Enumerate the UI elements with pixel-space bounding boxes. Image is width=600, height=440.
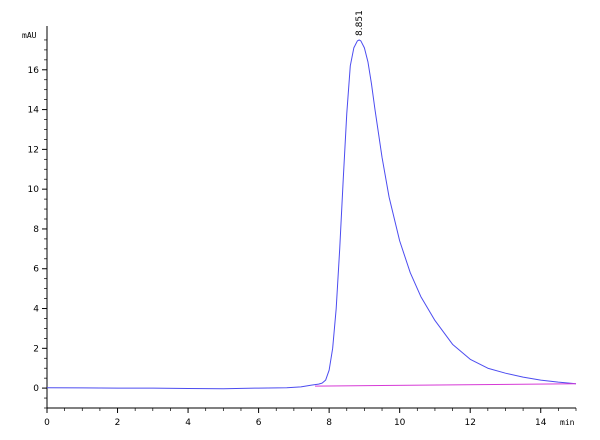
x-axis-unit: min: [560, 418, 575, 427]
y-tick-label: 16: [28, 66, 40, 76]
x-tick-label: 6: [256, 418, 262, 428]
y-axis-unit: mAU: [22, 31, 37, 40]
y-tick-label: 14: [28, 106, 40, 116]
x-tick-label: 4: [185, 418, 191, 428]
y-tick-label: 2: [33, 344, 39, 354]
peak-label: 8.851: [355, 10, 365, 36]
signal-trace-line: [46, 39, 577, 390]
x-tick-label: 2: [115, 418, 121, 428]
y-tick-label: 6: [33, 265, 39, 275]
x-tick-label: 12: [464, 418, 475, 428]
baseline-line: [315, 383, 577, 387]
x-tick-label: 14: [535, 418, 547, 428]
plot-area: 8.851: [46, 10, 577, 390]
x-tick-label: 8: [326, 418, 332, 428]
y-tick-label: 10: [28, 185, 40, 195]
y-tick-label: 0: [33, 384, 39, 394]
x-tick-label: 0: [44, 418, 50, 428]
x-tick-label: 10: [394, 418, 406, 428]
y-tick-label: 12: [28, 145, 39, 155]
axes: 0 2 4 6 8 10 12 14 16 0 2 4 6 8 10 12 14: [28, 26, 577, 428]
y-tick-label: 8: [33, 225, 39, 235]
y-tick-label: 4: [33, 305, 39, 315]
